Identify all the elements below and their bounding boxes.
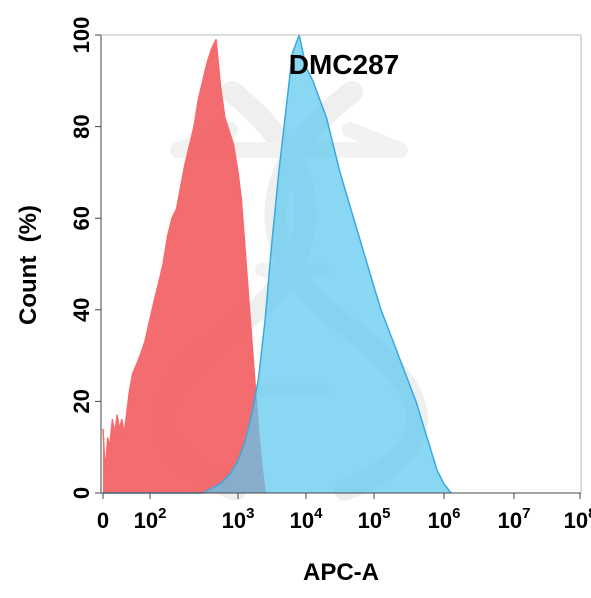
- x-tick-label: 106: [428, 505, 461, 533]
- y-axis-title: Count (%): [15, 205, 42, 325]
- plot-frame: [100, 34, 582, 494]
- histogram-line-1: [102, 38, 266, 494]
- y-tick-label: 20: [69, 389, 94, 413]
- histogram-area-1: [103, 39, 266, 493]
- x-tick-label: 107: [498, 505, 531, 533]
- x-tick-label: 104: [290, 505, 323, 533]
- histogram-area-2: [103, 35, 451, 493]
- x-tick-label: 102: [134, 505, 167, 533]
- series-layer: [102, 34, 452, 494]
- y-tick-label: 40: [69, 298, 94, 322]
- y-tick-label: 60: [69, 206, 94, 230]
- x-tick-label: 103: [222, 505, 255, 533]
- x-axis-title: APC-A: [303, 559, 379, 586]
- axis-ticks: 0 20 40 60 80 100 0 102 103 104 105 106 107 108: [69, 17, 591, 533]
- y-tick-label: 0: [69, 487, 94, 499]
- y-tick-label: 80: [69, 114, 94, 138]
- y-tick-label: 100: [69, 17, 94, 54]
- x-tick-label: 105: [358, 505, 391, 533]
- x-tick-label: 0: [97, 508, 109, 533]
- x-tick-label: 108: [564, 505, 591, 533]
- chart-title: DMC287: [289, 49, 399, 80]
